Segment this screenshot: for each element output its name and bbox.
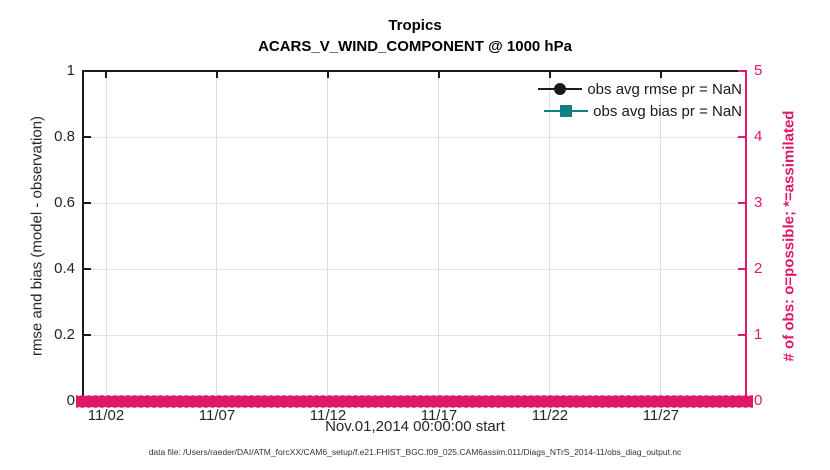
x-gridline: [105, 71, 107, 401]
legend-label-bias: obs avg bias pr = NaN: [593, 102, 742, 120]
y-tick-label-right: 5: [754, 62, 763, 79]
plot-area: obs avg rmse pr = NaN obs avg bias pr = …: [76, 70, 753, 408]
legend-item-bias: obs avg bias pr = NaN: [538, 101, 742, 121]
legend-label-rmse: obs avg rmse pr = NaN: [587, 80, 742, 98]
x-tick-top: [548, 71, 551, 78]
y-tick-right: [738, 202, 745, 204]
y-axis-label-right: # of obs: o=possible; *=assimilated: [780, 110, 798, 362]
y-tick-label-right: 0: [754, 392, 763, 409]
x-tick-top: [659, 71, 662, 78]
y-tick-label-left: 1: [66, 62, 75, 79]
bias-line-sample: [544, 104, 589, 117]
x-gridline: [438, 71, 440, 401]
x-tick-label: 11/17: [420, 407, 458, 424]
y-tick-label-left: 0.2: [54, 326, 75, 343]
y-gridline: [83, 202, 746, 204]
y-tick-label-left: 0.6: [54, 194, 75, 211]
y-tick-label-left: 0.4: [54, 260, 75, 277]
axis-spine-top: [82, 70, 747, 72]
y-tick-label-left: 0.8: [54, 128, 75, 145]
x-tick-top: [105, 71, 107, 78]
rmse-line-sample: [538, 82, 583, 95]
x-tick-label: 11/07: [198, 407, 236, 424]
x-tick-label: 11/12: [309, 407, 347, 424]
y-tick-label-left: 0: [66, 392, 75, 409]
x-tick-label: 11/27: [642, 407, 680, 424]
y-tick-left: [84, 70, 91, 72]
y-tick-left: [84, 334, 91, 336]
y-gridline: [83, 268, 746, 270]
y-tick-left: [84, 202, 91, 204]
x-gridline: [216, 71, 218, 401]
x-axis-label: Nov.01,2014 00:00:00 start: [325, 418, 505, 435]
y-gridline: [83, 136, 746, 138]
y-tick-left: [84, 136, 91, 138]
data-file-footer: data file: /Users/raeder/DAI/ATM_forcXX/…: [148, 447, 682, 457]
x-tick-top: [326, 71, 329, 78]
y-tick-right: [738, 136, 745, 138]
y-axis-label-left: rmse and bias (model - observation): [28, 115, 46, 357]
legend: obs avg rmse pr = NaN obs avg bias pr = …: [538, 79, 742, 121]
x-tick-label: 11/22: [531, 407, 569, 424]
x-gridline: [549, 71, 551, 401]
x-tick-top: [437, 71, 440, 78]
y-tick-label-right: 1: [754, 326, 763, 343]
circle-marker-icon: [554, 82, 567, 95]
legend-item-rmse: obs avg rmse pr = NaN: [538, 79, 742, 99]
x-gridline: [660, 71, 662, 401]
y-tick-right: [738, 268, 745, 270]
y-tick-right: [738, 334, 745, 336]
y-tick-label-right: 3: [754, 194, 763, 211]
y-tick-right: [738, 70, 745, 72]
y-tick-label-right: 4: [754, 128, 763, 145]
chart-subtitle: ACARS_V_WIND_COMPONENT @ 1000 hPa: [258, 38, 572, 55]
axis-spine-left: [82, 70, 84, 402]
x-tick-label: 11/02: [87, 407, 125, 424]
y-tick-left: [84, 268, 91, 270]
square-marker-icon: [560, 104, 573, 117]
x-tick-top: [215, 71, 218, 78]
y-gridline: [83, 334, 746, 336]
axis-spine-right: [745, 70, 747, 402]
x-gridline: [327, 71, 329, 401]
y-tick-label-right: 2: [754, 260, 763, 277]
chart-title: Tropics: [388, 17, 442, 34]
obs-count-markers-band: [76, 394, 753, 408]
